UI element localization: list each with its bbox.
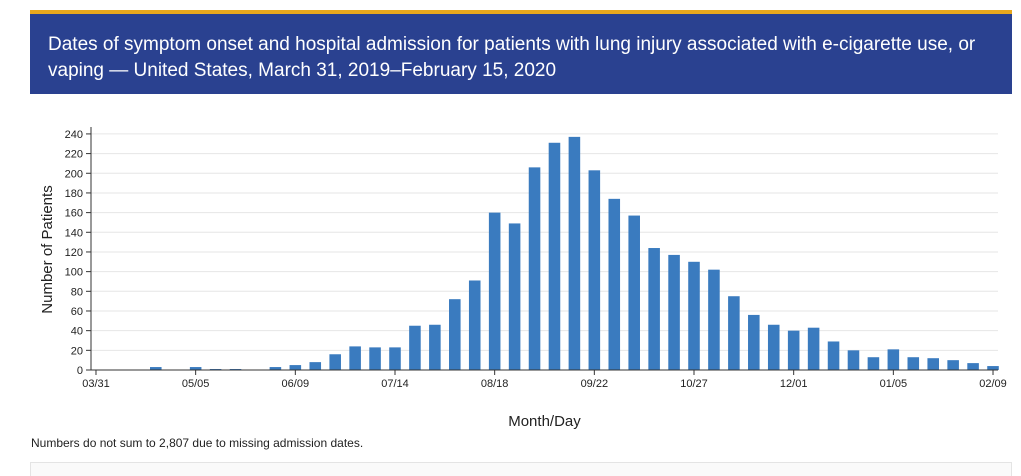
x-tick-label: 02/09 xyxy=(979,378,1007,390)
bar-chart: 0 20 40 60 80 100 120 140 160 180 200 220 240 03/31 05… xyxy=(39,127,1007,430)
y-tick-label: 220 xyxy=(65,149,83,161)
bar-09-01 xyxy=(528,167,541,370)
bottom-panel xyxy=(30,462,1012,476)
y-tick-label: 160 xyxy=(65,208,83,220)
bar-11-10 xyxy=(728,296,740,370)
bar-01-05 xyxy=(887,349,900,370)
bar-11-17 xyxy=(748,314,760,370)
bar-12-22 xyxy=(847,350,860,370)
bar-09-08 xyxy=(548,142,561,370)
x-axis-title: Month/Day xyxy=(508,413,581,430)
bar-07-07 xyxy=(369,347,381,370)
x-tick-label: 06/09 xyxy=(282,378,310,390)
footnote: Numbers do not sum to 2,807 due to missi… xyxy=(31,436,364,450)
x-tick-label: 09/22 xyxy=(581,378,609,390)
bar-09-15 xyxy=(568,136,581,370)
bar-12-29 xyxy=(867,357,880,370)
x-tick-label: 08/18 xyxy=(481,378,509,390)
bar-10-13 xyxy=(648,248,660,370)
bar-01-19 xyxy=(927,358,939,370)
bar-09-22 xyxy=(588,170,601,370)
bar-10-06 xyxy=(628,215,640,370)
bar-06-30 xyxy=(349,346,361,370)
chart-title: Dates of symptom onset and hospital admi… xyxy=(48,34,976,81)
x-tick-label: 05/05 xyxy=(182,378,210,390)
y-tick-label: 20 xyxy=(71,345,83,357)
y-axis-title: Number of Patients xyxy=(39,185,56,313)
bar-12-08 xyxy=(807,327,820,370)
y-tick-label: 200 xyxy=(65,168,83,180)
bar-06-09 xyxy=(289,365,302,370)
bar-12-01 xyxy=(787,330,800,370)
bar-08-04 xyxy=(449,299,461,370)
bar-05-05 xyxy=(189,367,202,370)
y-tick-label: 240 xyxy=(65,129,83,141)
bar-07-21 xyxy=(409,325,421,370)
bar-12-15 xyxy=(827,341,840,370)
bar-01-12 xyxy=(907,357,920,370)
x-tick-label: 07/14 xyxy=(381,378,409,390)
bar-06-02 xyxy=(269,367,282,370)
chart-title-bar: Dates of symptom onset and hospital admi… xyxy=(30,10,1012,94)
bar-06-23 xyxy=(329,354,341,370)
x-tick-label: 03/31 xyxy=(82,378,110,390)
bar-02-02 xyxy=(967,363,979,370)
bar-08-11 xyxy=(468,280,481,370)
x-tick-label: 12/01 xyxy=(780,378,808,390)
x-tick-label: 01/05 xyxy=(880,378,908,390)
y-tick-label: 60 xyxy=(71,306,83,318)
bar-01-26 xyxy=(947,360,959,370)
bar-11-03 xyxy=(708,269,720,370)
bar-06-16 xyxy=(309,362,322,370)
bar-11-24 xyxy=(767,324,780,370)
bar-09-29 xyxy=(608,198,621,370)
bar-04-21 xyxy=(150,367,162,370)
bar-10-20 xyxy=(668,254,680,370)
bar-02-09 xyxy=(987,366,999,370)
y-tick-label: 80 xyxy=(71,286,83,298)
y-tick-label: 100 xyxy=(65,267,83,279)
bar-10-27 xyxy=(688,261,700,370)
bar-07-14 xyxy=(389,347,401,370)
y-tick-label: 0 xyxy=(77,365,83,377)
bar-07-28 xyxy=(429,324,441,370)
bar-08-25 xyxy=(508,223,521,370)
y-tick-label: 140 xyxy=(65,227,83,239)
y-tick-label: 180 xyxy=(65,188,83,200)
y-tick-label: 120 xyxy=(65,247,83,259)
y-tick-label: 40 xyxy=(71,326,83,338)
x-tick-label: 10/27 xyxy=(680,378,708,390)
bar-08-18 xyxy=(488,212,501,370)
